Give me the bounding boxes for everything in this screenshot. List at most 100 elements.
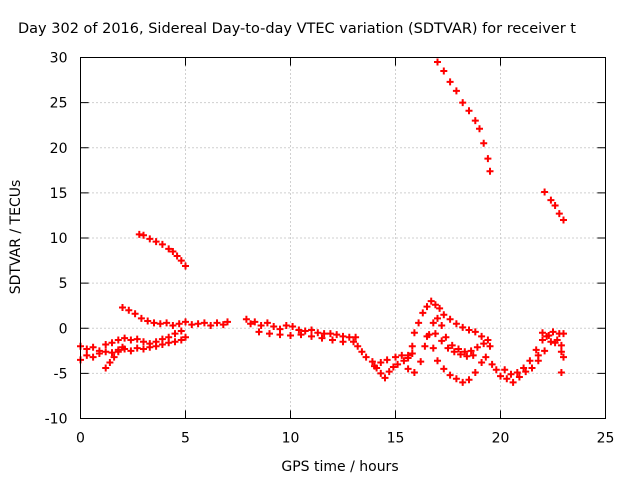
data-point — [429, 319, 437, 327]
data-point — [169, 248, 177, 256]
data-point — [476, 125, 483, 133]
data-point — [557, 368, 565, 376]
grid-lines — [80, 57, 606, 419]
data-point — [427, 297, 435, 305]
data-point — [182, 333, 189, 341]
data-point — [352, 333, 360, 341]
data-point — [404, 354, 412, 362]
data-point — [507, 370, 515, 378]
data-point — [263, 319, 271, 327]
data-point — [459, 99, 467, 107]
data-point — [102, 364, 110, 372]
data-point — [383, 356, 391, 364]
x-tick-label: 15 — [387, 431, 405, 447]
y-tick-label: 0 — [59, 321, 68, 337]
data-point — [127, 336, 135, 344]
data-point — [213, 319, 221, 327]
data-point — [532, 346, 540, 354]
data-point — [423, 303, 431, 311]
data-point — [320, 330, 328, 338]
data-point — [329, 336, 336, 344]
data-point — [408, 342, 416, 350]
data-point — [140, 345, 147, 353]
data-point — [478, 332, 486, 340]
data-point — [131, 310, 139, 318]
x-tick-label: 5 — [181, 431, 190, 447]
data-point — [102, 340, 110, 348]
data-point — [224, 318, 231, 326]
data-point — [398, 351, 406, 359]
data-point — [257, 322, 265, 330]
data-point — [480, 139, 488, 147]
data-point — [133, 335, 141, 343]
data-point — [543, 332, 551, 340]
data-point — [446, 315, 454, 323]
data-point — [358, 348, 366, 356]
data-point — [114, 336, 122, 344]
data-point — [182, 262, 189, 270]
data-point — [423, 332, 431, 340]
data-point — [177, 257, 185, 265]
data-point — [165, 245, 173, 253]
data-point — [394, 360, 402, 368]
data-point — [482, 353, 490, 361]
chart-title: Day 302 of 2016, Sidereal Day-to-day VTE… — [18, 21, 576, 37]
data-point — [318, 334, 326, 342]
data-point — [297, 331, 305, 339]
data-point — [163, 319, 171, 327]
data-point — [434, 357, 441, 365]
data-point — [140, 231, 147, 239]
data-point — [497, 372, 504, 380]
data-point — [560, 353, 567, 361]
data-point — [463, 352, 471, 360]
data-point — [156, 320, 164, 328]
data-point — [440, 311, 448, 319]
data-point — [108, 339, 116, 347]
data-point — [522, 368, 530, 376]
data-point — [465, 326, 473, 334]
data-point — [158, 240, 166, 248]
data-point — [125, 306, 133, 314]
data-point — [121, 334, 129, 342]
data-point — [83, 351, 91, 359]
data-point — [333, 331, 341, 339]
data-point — [146, 235, 154, 243]
data-point — [452, 375, 460, 383]
data-point — [146, 343, 154, 351]
data-series — [77, 58, 567, 386]
data-point — [478, 359, 486, 367]
data-point — [534, 351, 542, 359]
data-point — [182, 318, 189, 326]
data-point — [438, 337, 446, 345]
data-point — [362, 353, 370, 361]
data-point — [459, 323, 467, 331]
data-point — [177, 336, 185, 344]
x-tick-label: 25 — [597, 431, 615, 447]
data-point — [410, 368, 418, 376]
data-point — [429, 344, 437, 352]
data-point — [541, 347, 549, 355]
data-point — [465, 376, 473, 384]
data-point — [119, 303, 126, 311]
data-point — [431, 330, 439, 338]
data-point — [436, 304, 444, 312]
data-point — [354, 342, 362, 350]
data-point — [503, 375, 511, 383]
data-point — [448, 341, 456, 349]
data-point — [158, 340, 166, 348]
data-point — [83, 345, 91, 353]
y-tick-label: -5 — [54, 366, 68, 382]
data-point — [560, 330, 567, 338]
data-point — [140, 338, 147, 346]
data-point — [457, 350, 465, 358]
data-point — [520, 364, 528, 372]
data-point — [557, 348, 565, 356]
data-point — [385, 368, 393, 376]
data-point — [549, 328, 557, 336]
data-point — [469, 351, 477, 359]
data-point — [308, 326, 315, 334]
data-point — [152, 342, 160, 350]
data-point — [415, 319, 423, 327]
data-point — [446, 78, 454, 86]
data-point — [377, 369, 385, 377]
